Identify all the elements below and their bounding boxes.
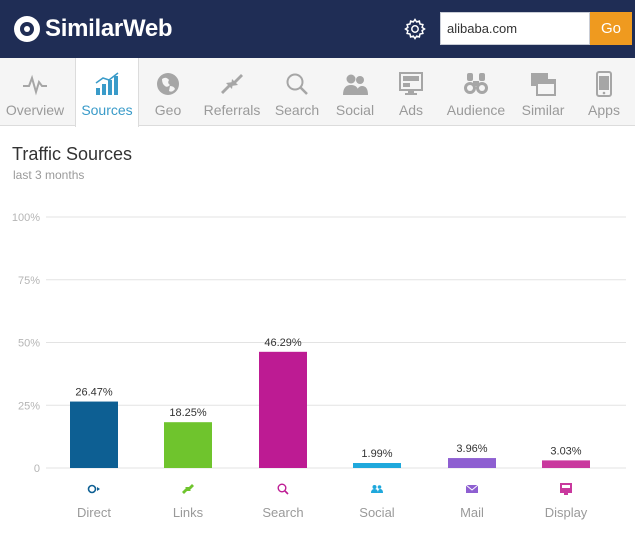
tab-apps-label: Apps [588,102,620,118]
tab-referrals-label: Referrals [203,102,261,118]
tab-social[interactable]: Social [330,58,380,126]
go-button[interactable]: Go [590,12,632,45]
category-label: Search [262,505,303,520]
value-label: 3.03% [550,445,581,457]
gear-icon[interactable] [403,17,427,41]
bar-search[interactable] [259,351,307,468]
value-label: 18.25% [169,407,207,419]
y-tick-label: 25% [18,400,40,412]
pulse-icon [23,74,47,96]
binoculars-icon [464,73,488,94]
people-icon [343,74,368,95]
y-tick-label: 100% [12,212,40,224]
bar-mail[interactable] [448,458,496,468]
tab-audience-label: Audience [446,102,506,118]
tab-search-label: Search [274,102,320,118]
tab-social-label: Social [335,102,375,118]
tab-sources-label: Sources [81,102,133,118]
tab-sources[interactable]: Sources [75,58,139,127]
value-label: 46.29% [264,337,302,349]
tab-ads[interactable]: Ads [387,58,435,126]
tab-audience[interactable]: Audience [443,58,509,126]
value-label: 26.47% [75,387,113,399]
tab-similar-label: Similar [521,102,565,118]
links-icon [182,484,194,494]
value-label: 3.96% [456,443,487,455]
top-header: SimilarWeb Go [0,0,635,58]
ad-screen-icon [399,72,423,95]
similarweb-logo-icon [14,16,40,42]
category-label: Direct [77,505,111,520]
display-icon [560,483,572,495]
phone-icon [596,71,612,97]
tab-geo[interactable]: Geo [142,58,194,126]
windows-icon [531,73,556,96]
category-label: Display [545,505,588,520]
mail-icon [465,484,479,493]
site-search-box[interactable] [440,12,590,45]
bar-social[interactable] [353,463,401,468]
tab-geo-label: Geo [154,102,182,118]
tab-ads-label: Ads [398,102,424,118]
arrows-icon [221,74,243,94]
social-icon [371,485,383,493]
tab-apps[interactable]: Apps [580,58,628,126]
tab-search[interactable]: Search [270,58,324,126]
category-label: Social [359,505,395,520]
category-label: Links [173,505,204,520]
y-tick-label: 0 [34,463,40,475]
y-tick-label: 50% [18,338,40,350]
globe-icon [157,73,179,95]
y-tick-label: 75% [18,275,40,287]
direct-icon [87,484,100,494]
site-search-input[interactable] [441,13,589,44]
tab-overview-label: Overview [5,102,65,118]
value-label: 1.99% [361,448,392,460]
bar-growth-icon [95,72,119,95]
magnifier-icon [286,73,308,95]
bar-display[interactable] [542,460,590,468]
panel-subtitle: last 3 months [13,168,85,182]
brand-name: SimilarWeb [45,15,173,42]
similarweb-logo[interactable]: SimilarWeb [14,13,173,45]
tab-referrals[interactable]: Referrals [200,58,264,126]
bar-links[interactable] [164,422,212,468]
search-icon [277,483,289,495]
section-nav: Overview Sources Geo Referrals Search [0,58,635,127]
tab-similar[interactable]: Similar [515,58,571,126]
panel-title: Traffic Sources [12,144,133,164]
bar-direct[interactable] [70,401,118,468]
category-label: Mail [460,505,484,520]
traffic-sources-chart: 0 25% 50% 75% 100% 26.47% Direct 18.25% Links 46.… [12,212,626,520]
tab-overview[interactable]: Overview [0,58,70,126]
